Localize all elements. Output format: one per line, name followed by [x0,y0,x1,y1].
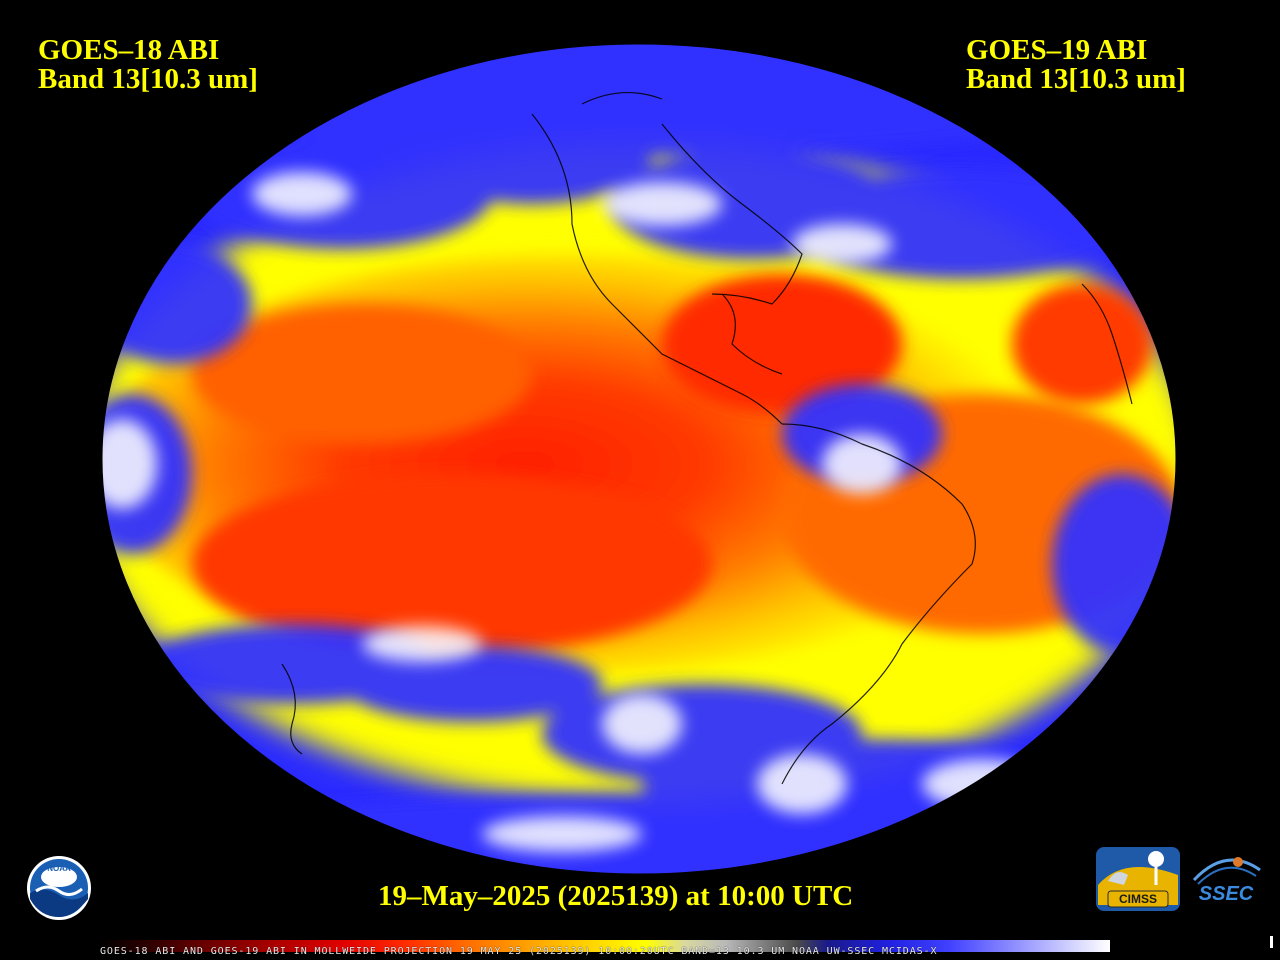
temperature-color-bar [100,940,1110,952]
left-band-label: Band 13[10.3 um] [38,63,258,95]
ssec-logo-icon: SSEC [1192,857,1261,905]
ssec-logo-label: SSEC [1199,883,1254,905]
mollweide-ir-map [102,44,1176,874]
right-band-label: Band 13[10.3 um] [966,63,1186,95]
right-satellite-name: GOES–19 ABI [966,34,1148,66]
observation-timestamp: 19–May–2025 (2025139) at 10:00 UTC [378,880,854,912]
right-satellite-title: GOES–19 ABI Band 13[10.3 um] [966,36,1186,94]
cimss-logo-label: CIMSS [1119,892,1157,906]
color-bar-end-marker [1270,936,1273,948]
imagery-caption: GOES-18 ABI AND GOES-19 ABI IN MOLLWEIDE… [100,946,938,957]
noaa-logo-icon: NOAA [27,856,91,920]
left-satellite-name: GOES–18 ABI [38,34,220,66]
noaa-logo-label: NOAA [47,864,71,873]
left-satellite-title: GOES–18 ABI Band 13[10.3 um] [38,36,258,94]
cimss-logo-icon: CIMSS [1096,847,1180,911]
